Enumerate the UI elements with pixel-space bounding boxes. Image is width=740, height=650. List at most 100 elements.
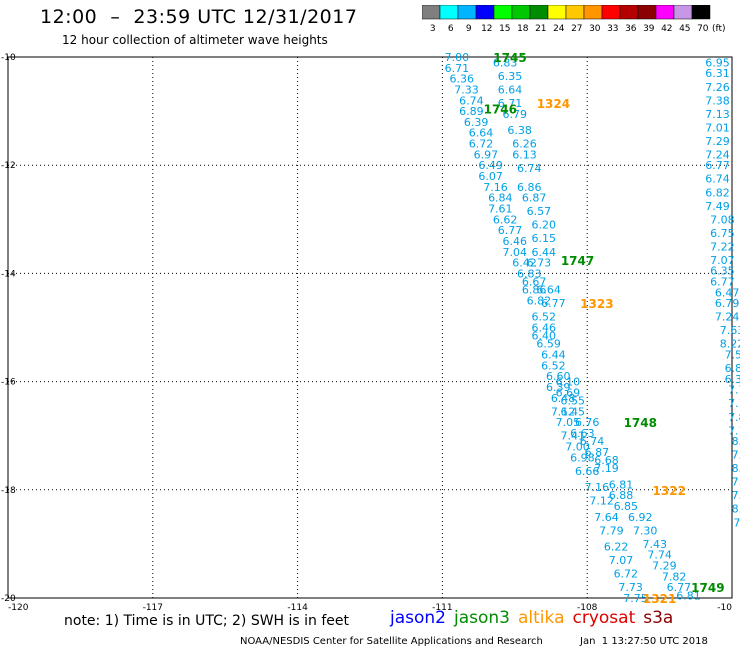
pass-time-label: 1323	[580, 297, 613, 311]
wave-height-value: 6.83	[493, 56, 518, 69]
wave-height-value: 6.80	[725, 362, 740, 375]
colorbar-label: 30	[589, 24, 601, 34]
wave-height-value: 6.31	[705, 67, 730, 80]
colorbar-label: 27	[571, 24, 582, 34]
wave-height-value: 7.1	[728, 424, 740, 437]
colorbar-label: 45	[679, 24, 690, 34]
wave-height-value: 6.86	[522, 284, 547, 297]
lat-tick-label: -16	[1, 378, 16, 388]
pass-time-label: 1748	[624, 416, 657, 430]
wave-height-value: 6.46	[532, 322, 557, 335]
wave-height-value: 6.87	[585, 446, 610, 459]
wave-height-value: 6.36	[449, 73, 474, 86]
wave-height-value: 6.52	[532, 311, 557, 324]
footer-timestamp: Jan 1 13:27:50 UTC 2018	[580, 636, 708, 647]
wave-height-value: 6.81	[676, 589, 701, 602]
wave-height-value: 7.07	[609, 554, 634, 567]
wave-height-value: 6.40	[532, 330, 557, 343]
wave-height-value: 7.79	[599, 524, 624, 537]
wave-height-value: 6.71	[498, 97, 523, 110]
units-note: note: 1) Time is in UTC; 2) SWH is in fe…	[64, 613, 350, 629]
pass-time-label: 1321	[643, 592, 676, 606]
wave-height-value: 7.05	[556, 416, 581, 429]
wave-height-value: 7.38	[705, 94, 730, 107]
wave-height-value: 6.77	[541, 297, 566, 310]
wave-height-value: 6.47	[715, 286, 740, 299]
wave-height-value: 7.19	[594, 462, 619, 475]
wave-height-value: 7.12	[551, 405, 576, 418]
colorbar-label: 15	[499, 24, 510, 34]
wave-height-value: 6.48	[551, 392, 576, 405]
wave-height-value: 7.8	[728, 411, 740, 424]
wave-height-value: 6.98	[570, 451, 595, 464]
wave-height-value: 6.67	[522, 276, 547, 289]
wave-height-map: -120 -117 -114 -111 -108 -10 -10 -12 -14 -16 -18 -2…	[1, 51, 740, 610]
pass-time-label: 1747	[561, 254, 594, 268]
pass-time-label: 1749	[691, 581, 724, 595]
wave-height-value: 7.04	[503, 246, 528, 259]
wave-height-value: 6.74	[517, 162, 542, 175]
lon-tick-label: -108	[577, 603, 598, 610]
wave-height-value: 7.12	[589, 495, 614, 508]
wave-height-value: 6.64	[498, 83, 523, 96]
wave-height-value: 6.07	[478, 170, 503, 183]
wave-height-value: 7.07	[710, 254, 735, 267]
wave-height-value: 6.69	[556, 386, 581, 399]
wave-height-value: 8.	[732, 435, 740, 448]
wave-height-value: 7.00	[565, 441, 590, 454]
satellite-s3a: s3a	[643, 608, 674, 628]
wave-height-value: 6.76	[575, 416, 600, 429]
wave-height-value: 6.95	[705, 56, 730, 69]
lat-tick-label: -18	[1, 486, 16, 496]
pass-time-label: 1322	[653, 484, 686, 498]
wave-height-value: 7.61	[488, 202, 513, 215]
colorbar-label: 70	[697, 24, 709, 34]
wave-height-value: 6.62	[493, 213, 518, 226]
wave-height-value: 6.20	[532, 219, 557, 232]
wave-height-value: 6.26	[512, 138, 537, 151]
wave-height-value: 6.82	[527, 294, 552, 307]
wave-height-value: 6.77	[705, 159, 730, 172]
wave-height-value: 7.73	[618, 581, 643, 594]
colorbar-label: 9	[466, 24, 472, 34]
wave-height-value: 6.72	[614, 568, 639, 581]
wave-height-value: 7.41	[560, 430, 585, 443]
wave-height-value: 7.24	[715, 311, 740, 324]
lat-tick-label: -14	[1, 269, 16, 279]
colorbar-label: 24	[553, 24, 565, 34]
wave-height-value: 6.66	[575, 465, 600, 478]
wave-height-value: 6.49	[478, 159, 503, 172]
colorbar-unit: (ft)	[712, 24, 726, 34]
map-frame	[7, 56, 733, 599]
wave-height-value: 7.1	[728, 397, 740, 410]
colorbar-label: 42	[661, 24, 672, 34]
page-title: 12:00 – 23:59 UTC 12/31/2017	[40, 6, 358, 28]
wave-height-value: 6.63	[570, 427, 595, 440]
wave-height-value: 6.68	[594, 454, 619, 467]
wave-height-value: 6.15	[532, 232, 557, 245]
lon-tick-label: -120	[8, 603, 29, 610]
wave-height-value: 6.57	[527, 205, 552, 218]
wave-height-value: 7.43	[643, 538, 668, 551]
wave-height-value: 6.72	[469, 138, 494, 151]
wave-height-value: 6.74	[459, 94, 484, 107]
wave-height-value: 7.	[732, 489, 740, 502]
satellite-altika: altika	[518, 608, 565, 628]
wave-height-value: 8.22	[720, 338, 740, 351]
lon-tick-label: -10	[717, 603, 732, 610]
wave-height-value: 6.83	[517, 267, 542, 280]
colorbar-swatch	[691, 5, 711, 20]
colorbar-label: 36	[625, 24, 637, 34]
wave-height-value: 7.01	[705, 121, 730, 134]
wave-height-value: 7.75	[623, 592, 648, 605]
lon-tick-label: -111	[432, 603, 452, 610]
wave-height-value: 7.22	[710, 240, 735, 253]
wave-height-value: 7.7	[728, 384, 740, 397]
wave-height-value: 6.97	[474, 148, 499, 161]
wave-height-value: 6.39	[546, 381, 571, 394]
wave-height-value: 6.64	[469, 127, 494, 140]
wave-height-value: 6.73	[527, 257, 552, 270]
wave-height-value: 7.00	[445, 51, 470, 64]
wave-height-value: 6.77	[498, 224, 523, 237]
wave-height-value: 7.16	[483, 181, 508, 194]
